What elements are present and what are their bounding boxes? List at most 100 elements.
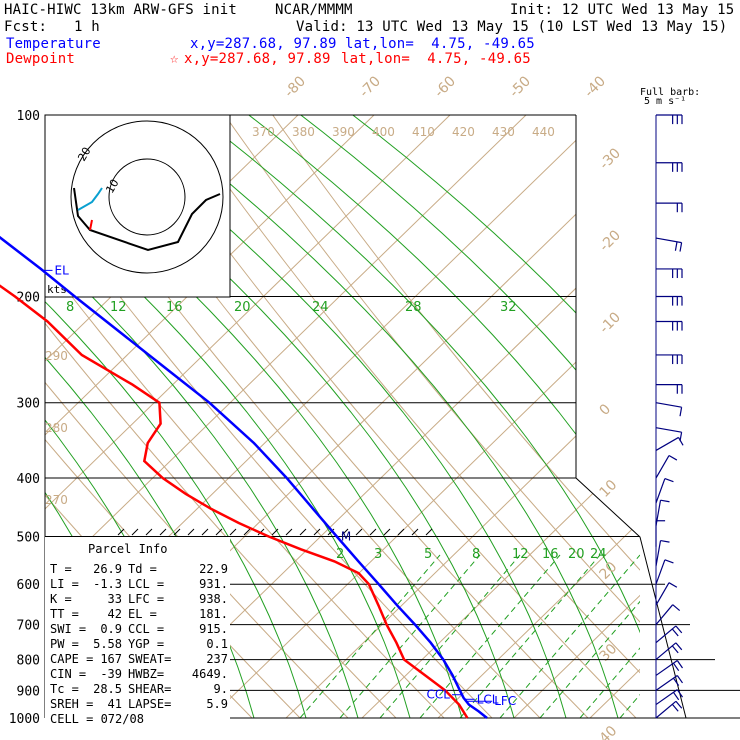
wind-barb bbox=[655, 559, 666, 585]
isotherm-line bbox=[45, 115, 375, 718]
mixing-ratio-label: 2 bbox=[336, 547, 344, 562]
hodograph-ring bbox=[70, 120, 224, 274]
parcel-value: 0.1 bbox=[206, 637, 228, 651]
wind-barb-flag bbox=[676, 689, 684, 698]
parcel-value: 931. bbox=[199, 577, 228, 591]
parcel-value: 5.9 bbox=[206, 697, 228, 711]
parcel-value: LAPSE= bbox=[128, 697, 171, 711]
isotherm-line bbox=[361, 115, 640, 718]
wind-barb-flag bbox=[660, 499, 670, 503]
wind-barb-flag bbox=[672, 677, 680, 686]
barb-legend-title: Full barb: bbox=[640, 87, 700, 98]
moist-adiabat bbox=[184, 115, 640, 718]
theta-label: 290 bbox=[45, 349, 68, 363]
hatch-mark bbox=[425, 528, 433, 536]
hatch-mark bbox=[201, 528, 209, 536]
theta-label: 410 bbox=[412, 125, 435, 139]
isotherm-label: 0 bbox=[597, 401, 615, 419]
org-label: NCAR/MMMM bbox=[275, 2, 353, 18]
wind-barb-flag bbox=[671, 645, 679, 654]
parcel-value: CAPE = bbox=[50, 652, 93, 666]
wind-barb bbox=[655, 436, 679, 451]
wind-barb-flag bbox=[675, 700, 683, 709]
wind-barbs bbox=[655, 114, 684, 719]
wind-barb-flag bbox=[668, 582, 678, 588]
isotherm-label: -40 bbox=[582, 73, 609, 100]
wind-barb-flag bbox=[672, 604, 681, 611]
valid-time: Valid: 13 UTC Wed 13 May 15 (10 LST Wed … bbox=[296, 19, 728, 35]
wind-barb-flag bbox=[672, 691, 680, 701]
hodograph-ring-label: 10 bbox=[103, 177, 121, 196]
hatch-mark bbox=[341, 528, 349, 536]
moist-adiabat bbox=[45, 115, 307, 718]
dry-adiabat bbox=[45, 115, 397, 718]
dewpoint-legend: Dewpoint bbox=[6, 51, 76, 67]
mixing-ratio-label: 24 bbox=[590, 547, 607, 562]
hatch-mark bbox=[383, 528, 391, 536]
wind-barb-flag bbox=[679, 407, 683, 417]
hatch-mark bbox=[299, 528, 307, 536]
isotherm-label: -50 bbox=[507, 73, 534, 100]
pressure-label: 300 bbox=[17, 397, 40, 412]
mixing-ratio-label: 24 bbox=[312, 300, 329, 315]
mixing-ratio-label: 12 bbox=[512, 547, 529, 562]
hodograph-ring-label: 20 bbox=[75, 145, 93, 164]
pressure-label: 500 bbox=[17, 530, 40, 545]
mixing-ratio-label: 16 bbox=[166, 300, 183, 315]
parcel-value: Tc = bbox=[50, 682, 79, 696]
parcel-value: 28.5 bbox=[93, 682, 122, 696]
isotherm-line bbox=[513, 115, 640, 718]
wind-barb-flag bbox=[660, 539, 670, 543]
isotherm-line bbox=[437, 115, 640, 718]
dry-adiabat bbox=[217, 115, 640, 718]
theta-label: 270 bbox=[45, 493, 68, 507]
temperature-profile bbox=[0, 235, 488, 719]
parcel-value: HWBZ= bbox=[128, 667, 164, 681]
parcel-value: 41 bbox=[108, 697, 122, 711]
hodograph-low-trace bbox=[89, 219, 93, 231]
sounding-profiles bbox=[0, 235, 488, 719]
parcel-value: K = bbox=[50, 592, 72, 606]
dry-adiabat bbox=[169, 115, 640, 718]
parcel-value: LCL = bbox=[128, 577, 164, 591]
temperature-legend: Temperature bbox=[6, 36, 101, 52]
theta-label: 420 bbox=[452, 125, 475, 139]
parcel-value: 33 bbox=[108, 592, 122, 606]
model-title: HAIC-HIWC 13km ARW-GFS init bbox=[4, 2, 237, 18]
parcel-value: 9. bbox=[214, 682, 228, 696]
wind-barb-flag bbox=[677, 437, 684, 446]
hodograph-trace bbox=[73, 187, 221, 252]
hodograph-units: kts bbox=[47, 283, 67, 296]
wind-barb-flag bbox=[674, 241, 678, 251]
hatch-mark bbox=[285, 528, 293, 536]
parcel-value: T = bbox=[50, 562, 72, 576]
mixing-ratio-label: 16 bbox=[542, 547, 559, 562]
parcel-value: CCL = bbox=[128, 622, 164, 636]
fcst-value: 1 h bbox=[74, 19, 100, 35]
wind-barb-flag bbox=[675, 625, 683, 634]
theta-label: 390 bbox=[332, 125, 355, 139]
wind-barb bbox=[655, 660, 678, 676]
isotherm-label: -20 bbox=[597, 227, 624, 254]
moist-adiabat bbox=[132, 115, 619, 718]
isotherm-label: -10 bbox=[597, 309, 624, 336]
hatch-mark bbox=[243, 528, 251, 536]
hatch-mark bbox=[411, 528, 419, 536]
parcel-value: CIN = bbox=[50, 667, 86, 681]
isotherm-line bbox=[45, 115, 451, 718]
parcel-value: 42 bbox=[108, 607, 122, 621]
pressure-label: 200 bbox=[17, 291, 40, 306]
wind-barb bbox=[655, 500, 662, 526]
wind-barb-flag bbox=[672, 662, 680, 672]
pressure-label: 900 bbox=[17, 684, 40, 699]
isotherm-label: -70 bbox=[357, 73, 384, 100]
parcel-value: 237 bbox=[206, 652, 228, 666]
hodograph: 10 20 kts bbox=[44, 114, 231, 298]
mixing-ratio-label: 12 bbox=[110, 300, 127, 315]
wind-barb bbox=[655, 642, 677, 661]
init-time: Init: 12 UTC Wed 13 May 15 bbox=[510, 2, 735, 18]
wind-barb bbox=[655, 582, 670, 606]
temperature-latlon: lat,lon= 4.75, -49.65 bbox=[345, 36, 535, 52]
